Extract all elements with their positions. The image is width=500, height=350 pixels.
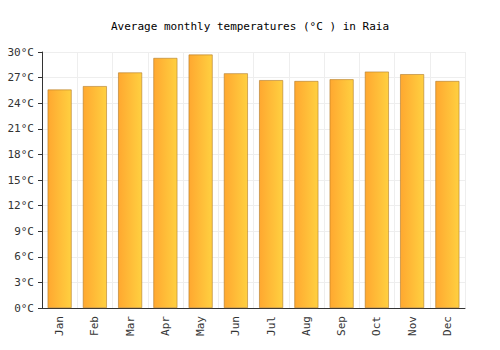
svg-text:Nov: Nov	[406, 316, 419, 336]
svg-text:9°C: 9°C	[14, 225, 34, 238]
svg-text:Average monthly temperatures (: Average monthly temperatures (°C ) in Ra…	[111, 20, 389, 33]
svg-text:Dec: Dec	[441, 316, 454, 336]
svg-text:30°C: 30°C	[8, 46, 35, 59]
svg-text:6°C: 6°C	[14, 250, 34, 263]
svg-text:Oct: Oct	[370, 316, 383, 336]
svg-text:3°C: 3°C	[14, 276, 34, 289]
svg-text:15°C: 15°C	[8, 174, 35, 187]
svg-text:Feb: Feb	[88, 316, 101, 336]
svg-text:24°C: 24°C	[8, 97, 35, 110]
svg-text:Sep: Sep	[335, 316, 348, 336]
svg-text:12°C: 12°C	[8, 199, 35, 212]
svg-text:Jan: Jan	[53, 316, 66, 336]
svg-text:Aug: Aug	[300, 316, 313, 336]
svg-text:Apr: Apr	[159, 316, 172, 336]
svg-text:May: May	[194, 316, 207, 336]
svg-text:Mar: Mar	[124, 316, 137, 336]
svg-text:Jul: Jul	[265, 316, 278, 336]
svg-text:0°C: 0°C	[14, 302, 34, 315]
svg-text:21°C: 21°C	[8, 122, 35, 135]
svg-text:18°C: 18°C	[8, 148, 35, 161]
svg-text:27°C: 27°C	[8, 71, 35, 84]
svg-text:Jun: Jun	[229, 316, 242, 336]
